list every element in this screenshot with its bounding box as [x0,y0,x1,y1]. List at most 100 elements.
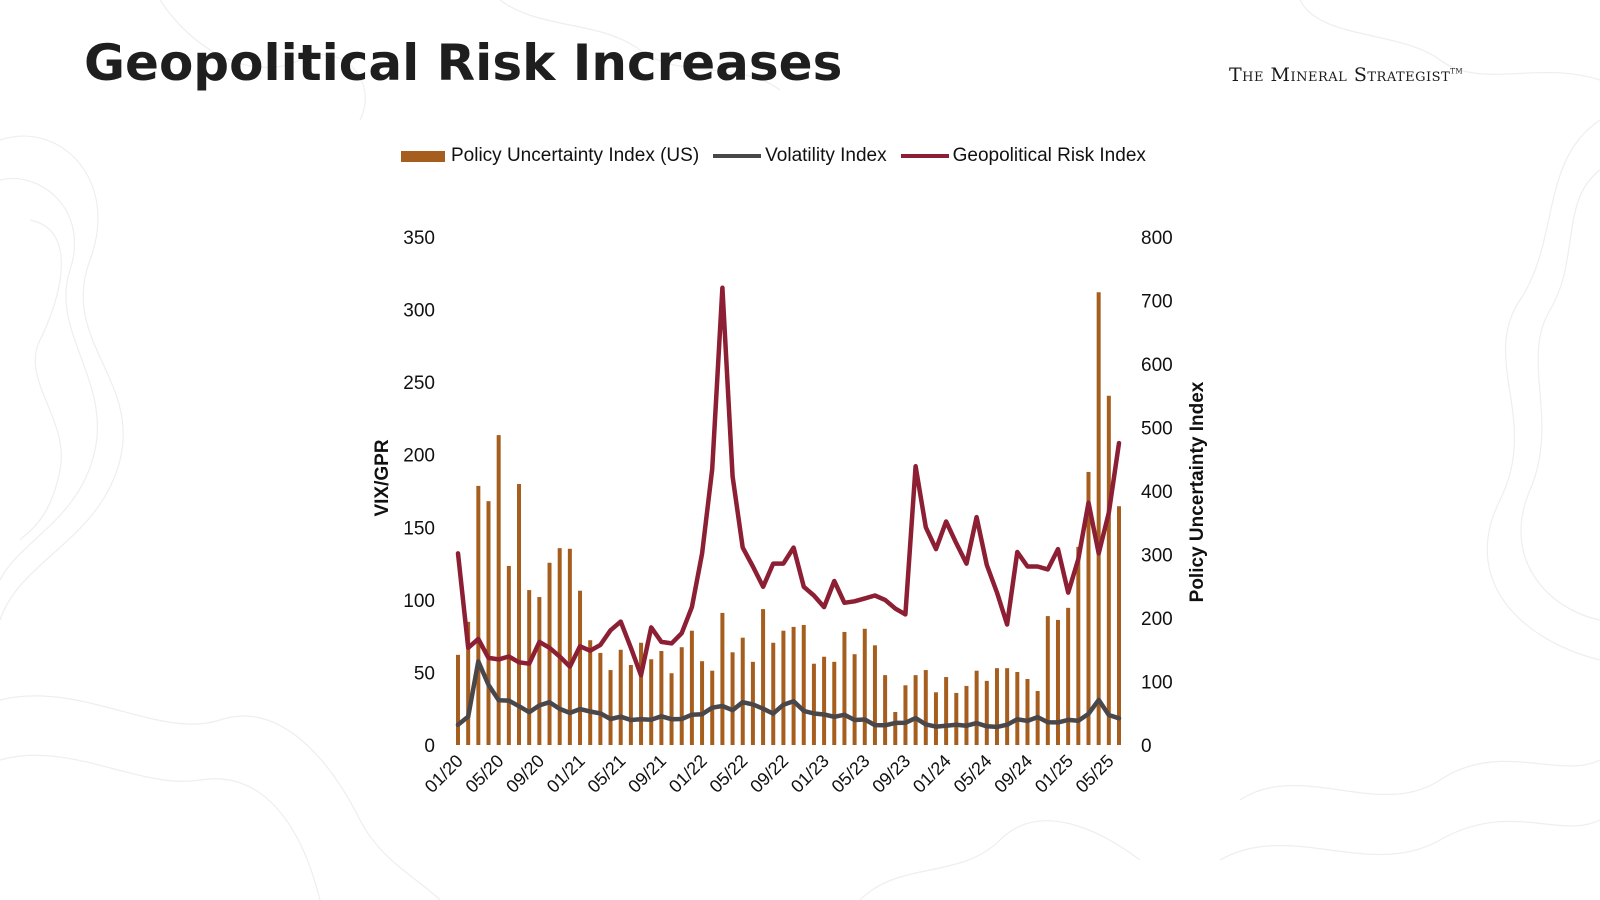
geopolitical-risk-line [455,285,1122,678]
y-right-tick-label: 700 [1141,292,1173,313]
policy-uncertainty-bar [598,652,603,745]
x-tick-label: 09/21 [624,751,670,797]
policy-uncertainty-bar [1106,395,1111,745]
policy-uncertainty-bar [639,642,644,745]
policy-uncertainty-bar [801,624,806,745]
policy-uncertainty-bar [933,692,938,745]
chart-legend: Policy Uncertainty Index (US) Volatility… [401,145,1160,167]
policy-uncertainty-bar [649,659,654,745]
policy-uncertainty-bar [1117,506,1121,745]
logo-text: The Mineral Strategist [1229,64,1451,86]
y-left-tick-label: 200 [403,446,435,467]
policy-uncertainty-bar [852,654,857,745]
volatility-index-line [455,659,1122,730]
y-right-tick-label: 100 [1141,673,1173,694]
policy-uncertainty-bar [720,612,725,745]
policy-uncertainty-bar [567,548,572,745]
x-tick-label: 05/20 [462,751,508,797]
x-tick-label: 05/22 [706,751,752,797]
policy-uncertainty-bar [872,645,877,745]
x-tick-label: 01/20 [421,751,467,797]
y-right-tick-label: 500 [1141,419,1173,440]
policy-uncertainty-bar [496,435,501,745]
policy-uncertainty-bar [1086,471,1091,745]
policy-uncertainty-bar [1096,292,1101,745]
x-tick-label: 05/21 [584,751,630,797]
policy-uncertainty-bar [456,654,460,745]
brand-logo: The Mineral StrategistTM [1229,64,1463,86]
legend-item-gpr: Geopolitical Risk Index [900,145,1146,167]
policy-uncertainty-bar [486,501,491,745]
policy-uncertainty-bar [689,630,694,745]
policy-uncertainty-bar [537,597,542,745]
policy-uncertainty-bar [679,647,684,745]
policy-uncertainty-bar [862,628,867,745]
x-tick-label: 05/23 [828,751,874,797]
policy-uncertainty-bar [771,642,776,745]
y-left-tick-label: 250 [403,373,435,394]
policy-uncertainty-bar [517,484,522,745]
policy-uncertainty-bar [466,621,471,745]
y-left-axis-title: VIX/GPR [372,439,393,516]
policy-uncertainty-bar [761,609,766,745]
legend-label-policy: Policy Uncertainty Index (US) [451,145,700,166]
policy-uncertainty-bar [984,680,989,745]
policy-uncertainty-bar [954,692,959,745]
policy-uncertainty-bar [578,590,583,745]
policy-uncertainty-bar [669,673,674,745]
legend-item-vix: Volatility Index [713,145,887,167]
x-tick-label: 01/24 [909,751,955,797]
policy-uncertainty-bar [740,637,745,745]
x-tick-label: 05/24 [950,751,996,797]
policy-uncertainty-bar [1055,619,1060,745]
legend-swatch-vix [713,154,762,158]
legend-label-vix: Volatility Index [765,145,887,166]
policy-uncertainty-bar [1015,671,1020,745]
policy-uncertainty-bar [883,675,888,745]
x-tick-label: 09/24 [990,751,1036,797]
policy-uncertainty-bar [822,656,827,745]
policy-uncertainty-bar [1076,546,1081,745]
y-right-tick-label: 0 [1141,736,1152,757]
y-left-tick-label: 100 [403,591,435,612]
x-tick-label: 05/25 [1072,751,1118,797]
y-right-tick-label: 600 [1141,355,1173,376]
policy-uncertainty-bar [944,677,949,745]
y-left-tick-label: 50 [414,663,435,684]
policy-uncertainty-bar [588,640,593,745]
y-left-tick-label: 300 [403,301,435,322]
policy-uncertainty-bar [923,670,928,745]
y-right-axis-title: Policy Uncertainty Index [1187,381,1208,602]
policy-uncertainty-bar [893,711,898,745]
policy-uncertainty-bar [832,661,837,745]
y-right-tick-label: 400 [1141,482,1173,503]
policy-uncertainty-bar [791,626,796,745]
policy-uncertainty-bar [628,664,633,745]
legend-item-policy: Policy Uncertainty Index (US) [401,145,699,167]
legend-label-gpr: Geopolitical Risk Index [952,145,1146,166]
y-right-tick-label: 200 [1141,609,1173,630]
y-left-tick-label: 350 [403,228,435,249]
x-tick-label: 01/23 [787,751,833,797]
policy-uncertainty-bar [964,685,969,745]
x-tick-label: 09/23 [868,751,914,797]
x-tick-label: 01/22 [665,751,711,797]
x-tick-label: 09/22 [746,751,792,797]
policy-uncertainty-bar [547,562,552,745]
policy-uncertainty-bar [700,661,705,745]
policy-uncertainty-bar [1005,668,1010,745]
policy-uncertainty-bar [903,685,908,745]
trademark-mark: TM [1450,67,1464,76]
policy-uncertainty-bar [781,630,786,745]
policy-uncertainty-bar [1066,607,1071,745]
x-tick-label: 09/20 [502,751,548,797]
policy-uncertainty-bar [994,668,999,745]
slide-title: Geopolitical Risk Increases [84,34,843,92]
policy-uncertainty-bar [1025,678,1030,745]
x-tick-label: 01/21 [543,751,589,797]
y-left-tick-label: 150 [403,518,435,539]
policy-uncertainty-bar [557,548,562,745]
policy-uncertainty-bar [913,675,918,745]
